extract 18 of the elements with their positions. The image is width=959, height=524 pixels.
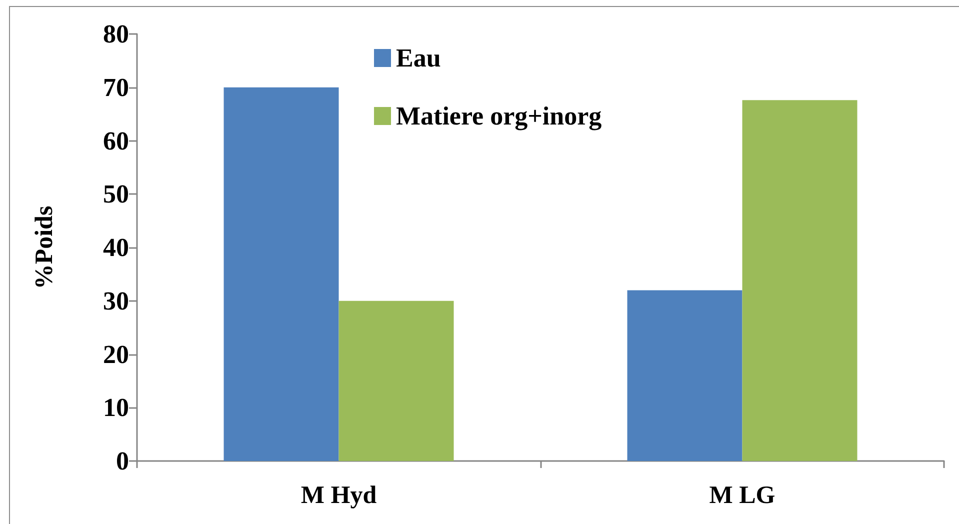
bar [338, 300, 454, 461]
y-tick-label: 80 [103, 20, 129, 48]
y-tick-label: 10 [103, 393, 129, 422]
y-axis-title: %Poids [31, 206, 58, 290]
y-tick-label: 30 [103, 286, 129, 316]
legend-label: Eau [396, 44, 441, 72]
y-tick-label: 60 [103, 126, 129, 156]
bar [742, 100, 858, 461]
bar [627, 290, 742, 461]
bar [224, 87, 339, 461]
y-tick-label: 20 [103, 340, 129, 369]
legend-label: Matiere org+inorg [396, 102, 602, 130]
y-tick-label: 0 [116, 446, 129, 476]
y-tick-label: 40 [103, 233, 129, 262]
x-tick-label: M LG [709, 482, 776, 509]
y-tick-label: 50 [103, 180, 129, 209]
x-tick-label: M Hyd [300, 482, 377, 509]
y-tick-label: 70 [103, 72, 129, 102]
